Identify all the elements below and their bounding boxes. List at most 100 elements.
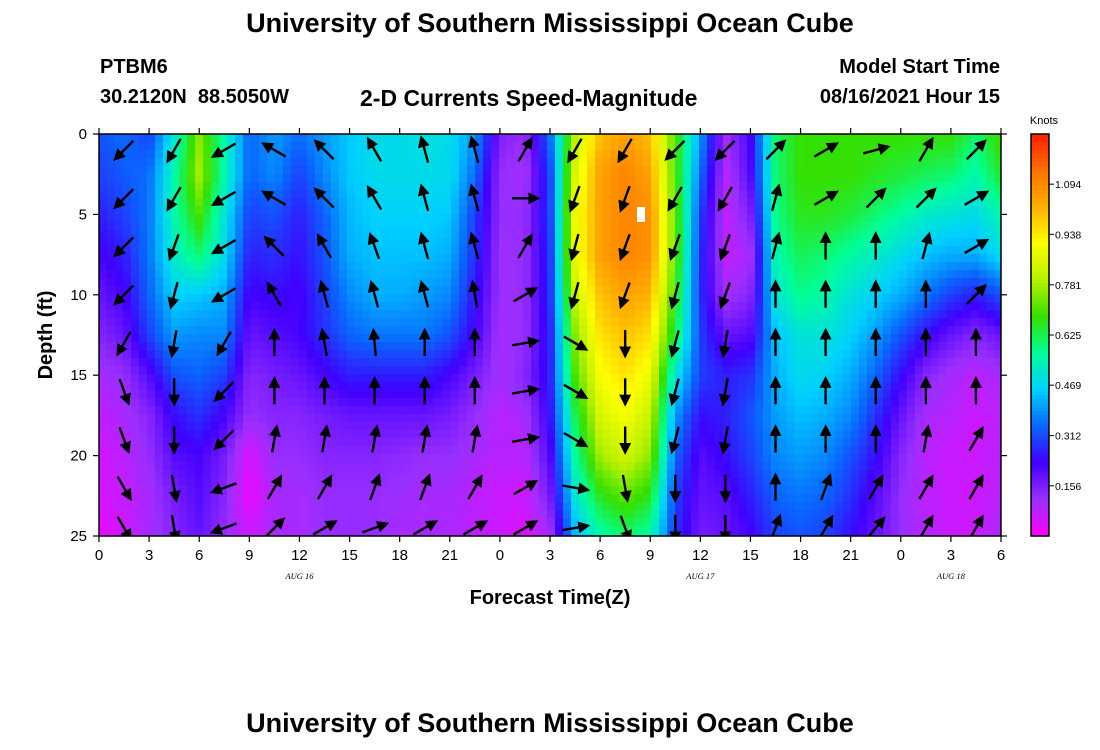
heatmap-cell <box>979 470 988 479</box>
heatmap-cell <box>779 238 788 247</box>
heatmap-cell <box>691 166 700 175</box>
heatmap-cell <box>427 462 436 471</box>
heatmap-cell <box>787 390 796 399</box>
heatmap-cell <box>699 414 708 423</box>
heatmap-cell <box>755 254 764 263</box>
heatmap-cell <box>651 342 660 351</box>
heatmap-cell <box>299 382 308 391</box>
heatmap-cell <box>787 262 796 271</box>
heatmap-cell <box>987 158 996 167</box>
heatmap-cell <box>979 182 988 191</box>
heatmap-cell <box>307 478 316 487</box>
heatmap-cell <box>971 182 980 191</box>
heatmap-cell <box>587 358 596 367</box>
heatmap-cell <box>107 414 116 423</box>
heatmap-cell <box>203 406 212 415</box>
heatmap-cell <box>347 142 356 151</box>
heatmap-cell <box>251 366 260 375</box>
heatmap-cell <box>883 398 892 407</box>
heatmap-cell <box>651 150 660 159</box>
heatmap-cell <box>819 166 828 175</box>
heatmap-cell <box>867 174 876 183</box>
heatmap-cell <box>323 206 332 215</box>
heatmap-cell <box>915 438 924 447</box>
heatmap-cell <box>603 238 612 247</box>
heatmap-cell <box>163 366 172 375</box>
heatmap-cell <box>667 270 676 279</box>
heatmap-cell <box>155 166 164 175</box>
heatmap-cell <box>523 318 532 327</box>
heatmap-cell <box>883 302 892 311</box>
heatmap-cell <box>251 470 260 479</box>
heatmap-cell <box>179 246 188 255</box>
heatmap-cell <box>715 358 724 367</box>
heatmap-cell <box>611 414 620 423</box>
heatmap-cell <box>859 430 868 439</box>
heatmap-cell <box>539 222 548 231</box>
heatmap-cell <box>875 350 884 359</box>
heatmap-cell <box>139 390 148 399</box>
heatmap-cell <box>107 438 116 447</box>
heatmap-cell <box>835 134 844 143</box>
heatmap-cell <box>939 414 948 423</box>
heatmap-cell <box>299 166 308 175</box>
heatmap-cell <box>931 462 940 471</box>
heatmap-cell <box>603 246 612 255</box>
heatmap-cell <box>131 374 140 383</box>
heatmap-cell <box>827 310 836 319</box>
heatmap-cell <box>227 326 236 335</box>
heatmap-cell <box>675 334 684 343</box>
heatmap-cell <box>467 438 476 447</box>
heatmap-cell <box>467 470 476 479</box>
heatmap-cell <box>467 446 476 455</box>
heatmap-cell <box>803 454 812 463</box>
heatmap-cell <box>307 438 316 447</box>
heatmap-cell <box>291 174 300 183</box>
heatmap-cell <box>395 142 404 151</box>
heatmap-cell <box>683 438 692 447</box>
heatmap-cell <box>955 142 964 151</box>
heatmap-cell <box>827 150 836 159</box>
heatmap-cell <box>411 206 420 215</box>
heatmap-cell <box>915 470 924 479</box>
heatmap-cell <box>563 438 572 447</box>
heatmap-cell <box>779 302 788 311</box>
heatmap-cell <box>907 374 916 383</box>
heatmap-cell <box>451 238 460 247</box>
heatmap-cell <box>611 246 620 255</box>
heatmap-cell <box>435 302 444 311</box>
heatmap-cell <box>963 206 972 215</box>
heatmap-cell <box>355 166 364 175</box>
heatmap-cell <box>507 270 516 279</box>
heatmap-cell <box>715 406 724 415</box>
heatmap-cell <box>851 462 860 471</box>
heatmap-cell <box>891 446 900 455</box>
heatmap-cell <box>595 246 604 255</box>
heatmap-cell <box>819 142 828 151</box>
heatmap-cell <box>107 430 116 439</box>
heatmap-cell <box>355 230 364 239</box>
heatmap-cell <box>275 366 284 375</box>
heatmap-cell <box>347 254 356 263</box>
heatmap-cell <box>619 430 628 439</box>
heatmap-cell <box>475 318 484 327</box>
heatmap-cell <box>947 406 956 415</box>
heatmap-cell <box>963 190 972 199</box>
heatmap-cell <box>683 342 692 351</box>
heatmap-cell <box>907 358 916 367</box>
heatmap-cell <box>539 286 548 295</box>
heatmap-cell <box>755 414 764 423</box>
heatmap-cell <box>747 286 756 295</box>
heatmap-cell <box>771 454 780 463</box>
heatmap-cell <box>555 182 564 191</box>
heatmap-cell <box>267 158 276 167</box>
heatmap-cell <box>251 214 260 223</box>
heatmap-cell <box>931 422 940 431</box>
heatmap-cell <box>611 294 620 303</box>
heatmap-cell <box>739 446 748 455</box>
heatmap-cell <box>355 254 364 263</box>
heatmap-cell <box>691 262 700 271</box>
heatmap-cell <box>419 470 428 479</box>
heatmap-cell <box>523 270 532 279</box>
heatmap-cell <box>443 334 452 343</box>
